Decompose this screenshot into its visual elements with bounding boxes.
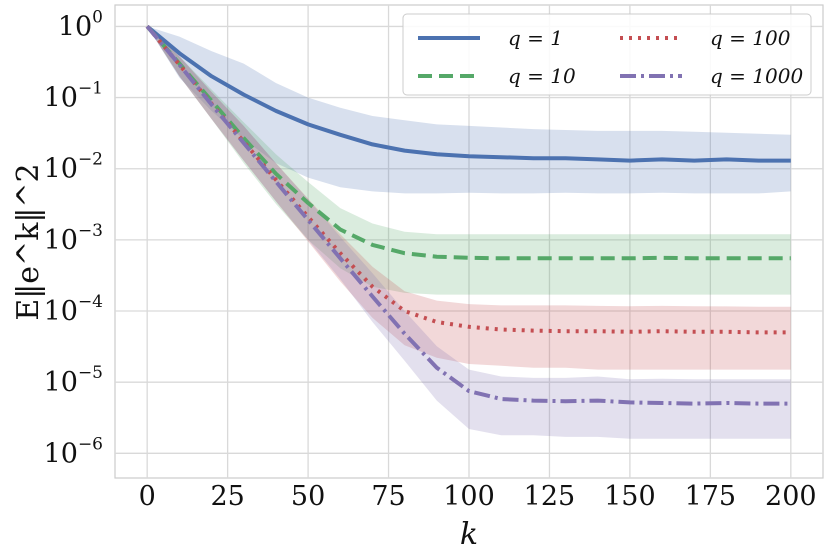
legend-entry-label: q = 1000 [710, 64, 803, 88]
x-tick-label: 200 [765, 481, 817, 512]
x-tick-labels: 0 25 50 75 100 125 150 175 200 [139, 481, 817, 512]
x-tick-label: 50 [291, 481, 325, 512]
band-series-3 [147, 26, 791, 439]
x-tick-label: 125 [524, 481, 576, 512]
line-series-3 [145, 25, 791, 406]
x-tick-label: 0 [139, 481, 156, 512]
legend-entry-label: q = 100 [710, 26, 791, 50]
band-series-1 [147, 26, 791, 295]
legend-entry-label: q = 10 [508, 64, 576, 88]
legend: q = 1 q = 100 q = 10 q = 1000 [402, 13, 812, 96]
band-series-0 [147, 26, 791, 194]
x-tick-label: 25 [210, 481, 244, 512]
y-tick-label: 10−4 [44, 292, 103, 327]
line-series-2 [145, 25, 791, 335]
y-axis-label-text: E‖e^k‖^2 [11, 163, 46, 320]
y-tick-label: 10−2 [44, 150, 103, 185]
band-series-2 [147, 26, 791, 370]
y-tick-label: 10−3 [44, 221, 103, 256]
series-lines [145, 24, 791, 406]
y-tick-label: 100 [58, 7, 103, 42]
x-tick-label: 100 [443, 481, 495, 512]
confidence-bands [147, 26, 791, 439]
y-tick-label: 10−1 [44, 79, 103, 114]
x-tick-label: 75 [371, 481, 405, 512]
legend-entry-label: q = 1 [508, 26, 563, 50]
line-series-0 [145, 24, 791, 163]
x-tick-label: 150 [604, 481, 656, 512]
y-tick-labels: 100 10−1 10−2 10−3 10−4 10−5 10−6 [44, 7, 103, 469]
legend-box [402, 13, 812, 96]
y-tick-label: 10−5 [44, 363, 103, 398]
y-axis-label: E‖e^k‖^2 [11, 163, 46, 320]
x-tick-label: 175 [685, 481, 737, 512]
x-axis-label: k [460, 517, 478, 552]
y-tick-label: 10−6 [44, 434, 103, 469]
